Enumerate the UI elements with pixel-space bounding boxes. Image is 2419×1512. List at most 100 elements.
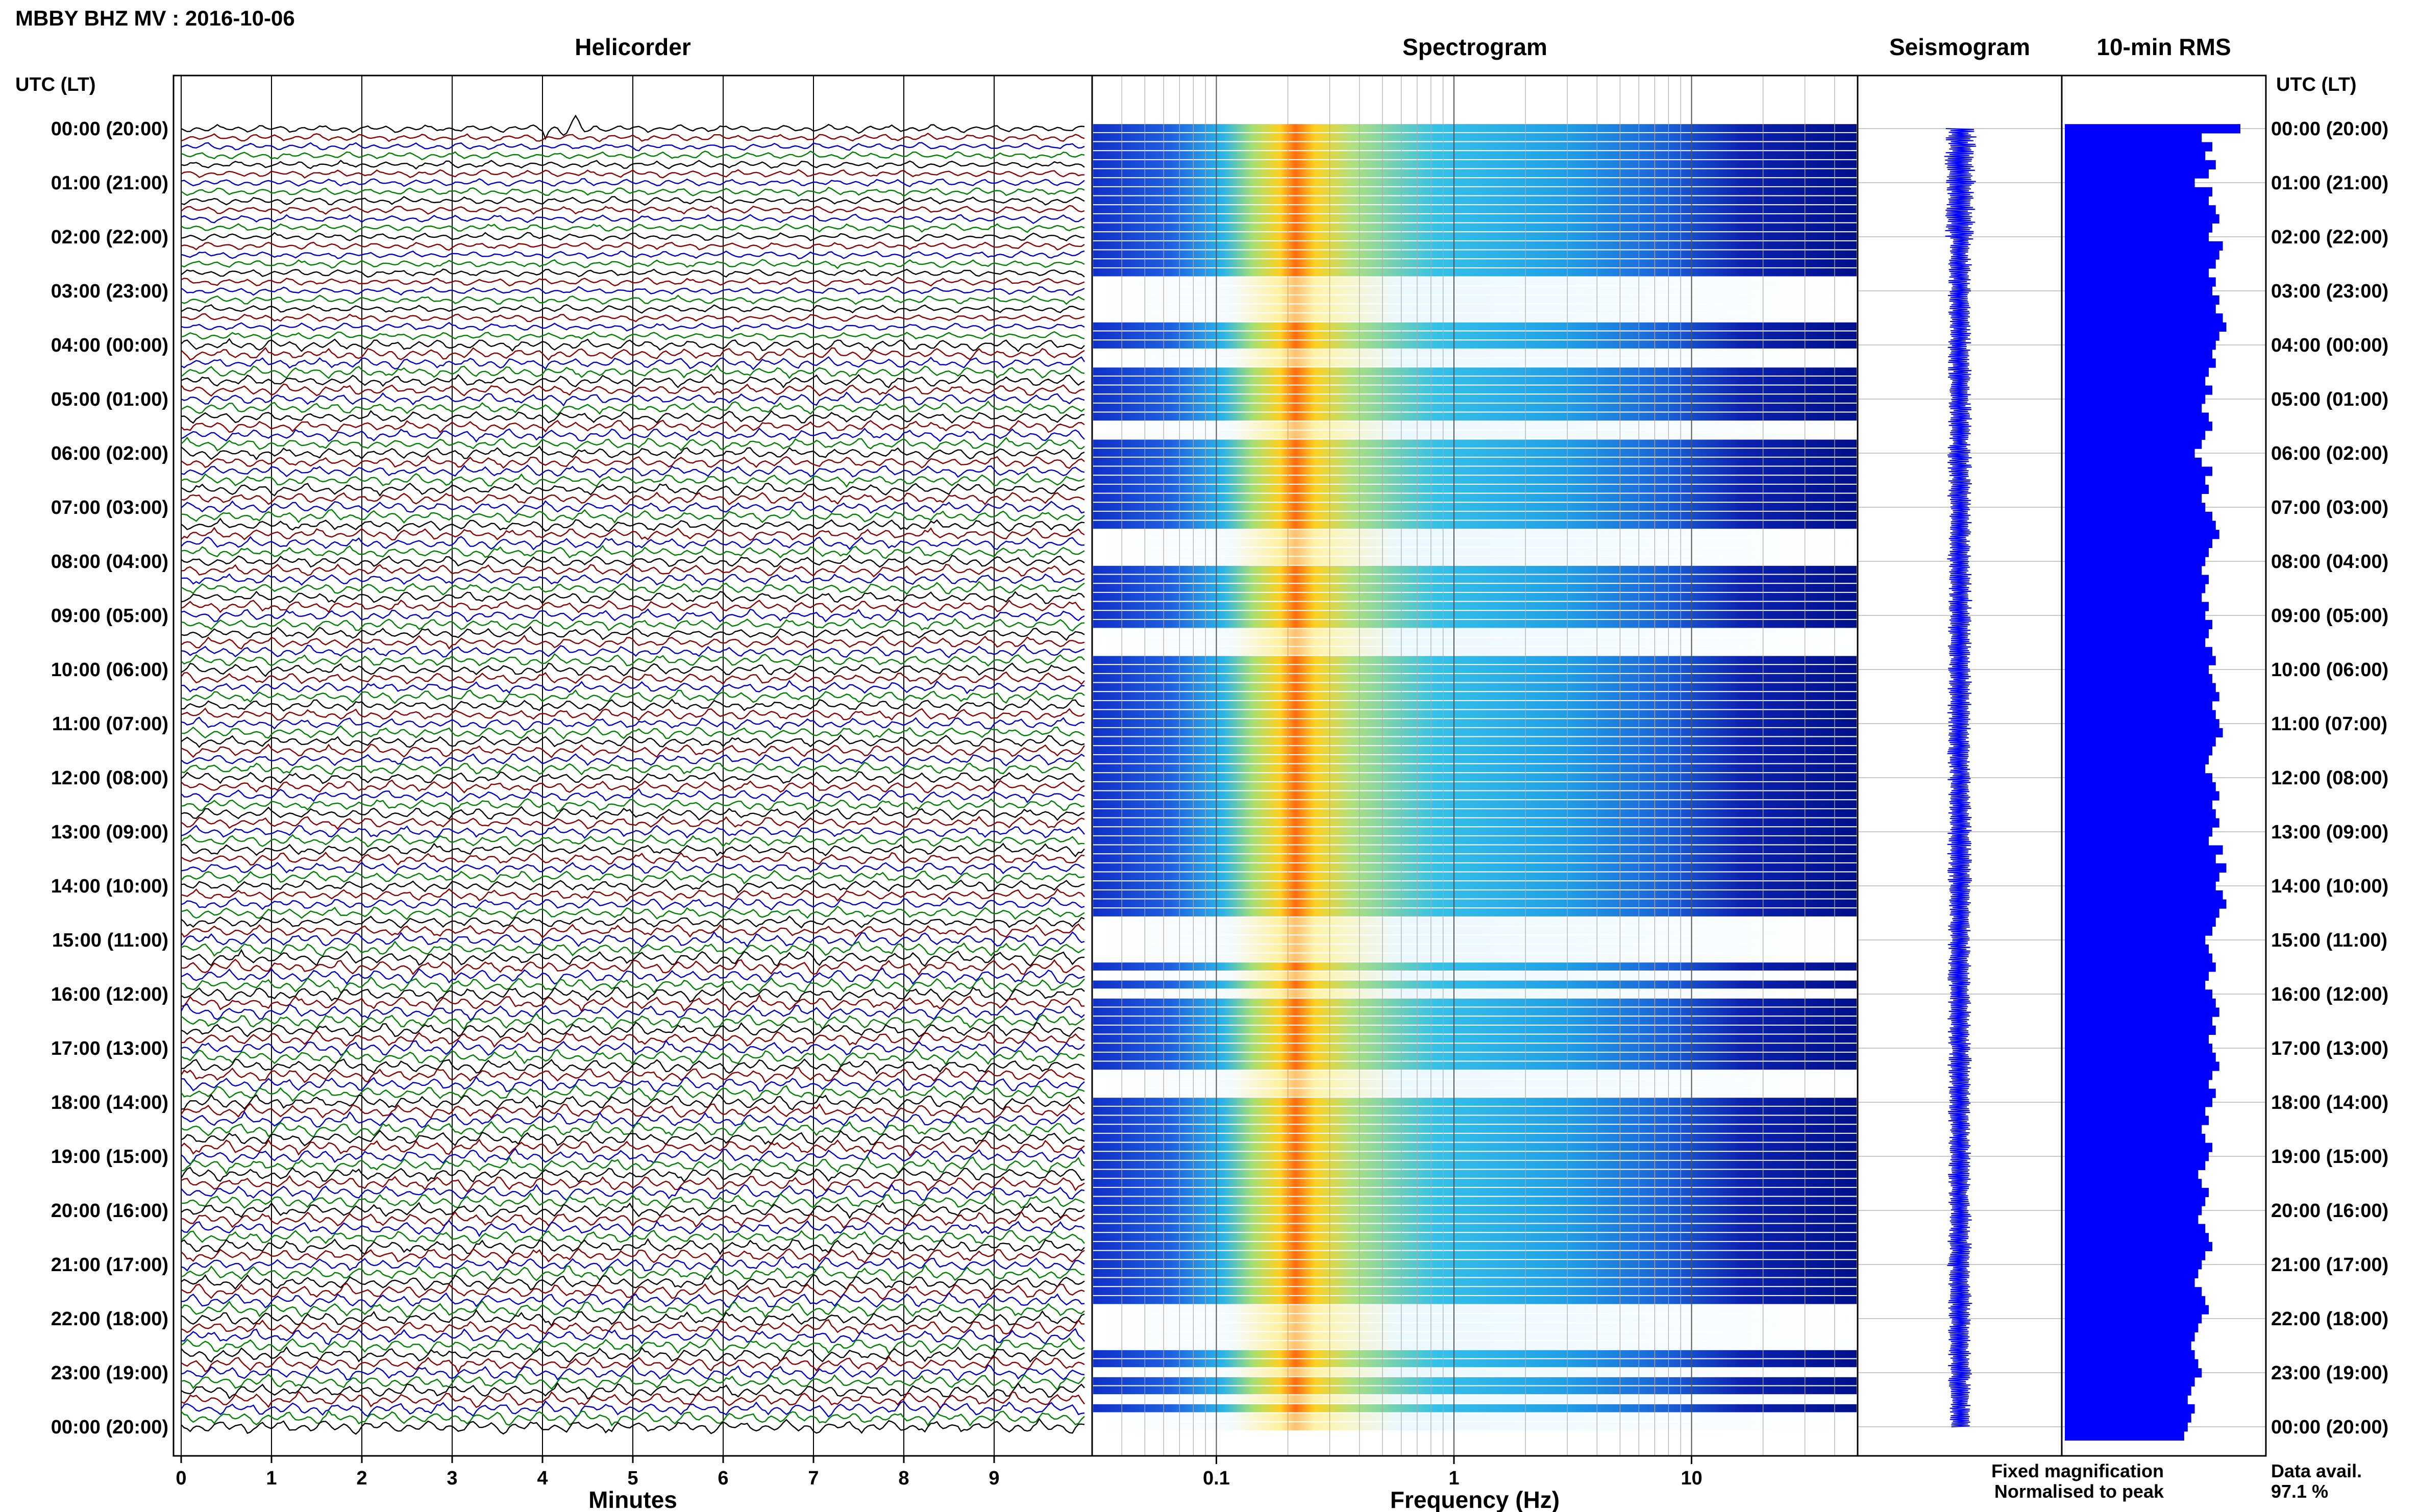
rms-bar bbox=[2065, 133, 2202, 142]
rms-bar bbox=[2065, 592, 2202, 602]
spectrogram-row bbox=[1093, 493, 1857, 502]
helicorder-trace bbox=[181, 618, 1085, 632]
spectrogram-row bbox=[1093, 719, 1857, 727]
rms-bar bbox=[2065, 1098, 2212, 1107]
rms-bar bbox=[2065, 349, 2212, 359]
spectrogram-row bbox=[1093, 1368, 1857, 1376]
spectrogram-row bbox=[1093, 376, 1857, 385]
time-label-right: 11:00 (07:00) bbox=[2271, 713, 2387, 735]
rms-panel bbox=[2061, 75, 2267, 1457]
spectrogram-row bbox=[1093, 1007, 1857, 1016]
rms-bar bbox=[2065, 286, 2212, 296]
rms-bars bbox=[2065, 124, 2240, 1441]
spectrogram-row bbox=[1093, 484, 1857, 493]
spectrogram-row bbox=[1093, 746, 1857, 754]
spectrogram-row bbox=[1093, 1170, 1857, 1178]
helicorder-trace bbox=[181, 241, 1085, 251]
spectrogram-row bbox=[1093, 268, 1857, 277]
rms-bar bbox=[2065, 1160, 2206, 1170]
time-label-right: 21:00 (17:00) bbox=[2271, 1254, 2388, 1276]
rms-bar bbox=[2065, 1061, 2219, 1071]
spectrogram-row bbox=[1093, 962, 1857, 971]
spectrogram-row bbox=[1093, 1395, 1857, 1403]
time-label-left: 03:00 (23:00) bbox=[51, 281, 168, 302]
spectrogram-row bbox=[1093, 422, 1857, 430]
helicorder-trace bbox=[181, 599, 1085, 613]
helicorder-trace bbox=[181, 753, 1085, 767]
spectrogram-row bbox=[1093, 656, 1857, 664]
spectrogram-row bbox=[1093, 602, 1857, 610]
helicorder-trace bbox=[181, 573, 1085, 586]
spectrogram-row bbox=[1093, 223, 1857, 232]
helicorder-title: Helicorder bbox=[575, 34, 691, 60]
rms-bar bbox=[2065, 746, 2212, 756]
helicorder-trace bbox=[181, 517, 1085, 532]
helicorder-trace bbox=[181, 870, 1085, 885]
rms-bar bbox=[2065, 367, 2209, 377]
helicorder-trace bbox=[181, 986, 1085, 1003]
spectrogram-row bbox=[1093, 575, 1857, 583]
time-label-right: 18:00 (14:00) bbox=[2271, 1092, 2388, 1113]
spectrogram-row bbox=[1093, 1034, 1857, 1043]
rms-bar bbox=[2065, 520, 2216, 530]
rms-bar bbox=[2065, 809, 2216, 819]
rms-bar bbox=[2065, 1125, 2202, 1134]
spectrogram-row bbox=[1093, 530, 1857, 538]
helicorder-trace bbox=[181, 482, 1085, 497]
spectrogram-row bbox=[1093, 1413, 1857, 1422]
helicorder-x-tick-label: 0 bbox=[176, 1468, 186, 1489]
rms-bar bbox=[2065, 1116, 2209, 1125]
helicorder-x-tick-label: 6 bbox=[718, 1468, 728, 1489]
helicorder-trace bbox=[181, 232, 1085, 242]
rms-bar bbox=[2065, 565, 2202, 575]
spectrogram-row bbox=[1093, 647, 1857, 655]
spectrogram-row bbox=[1093, 1377, 1857, 1385]
helicorder-trace bbox=[181, 852, 1085, 866]
helicorder-trace bbox=[181, 1175, 1085, 1193]
spectrogram-row bbox=[1093, 1287, 1857, 1295]
helicorder-x-tick-label: 1 bbox=[266, 1468, 277, 1489]
rms-bar bbox=[2065, 1278, 2195, 1287]
rms-bar bbox=[2065, 899, 2227, 909]
spectrogram-row bbox=[1093, 692, 1857, 700]
rms-bar bbox=[2065, 1071, 2212, 1080]
spectrogram-row bbox=[1093, 1269, 1857, 1277]
rms-bar bbox=[2065, 1422, 2188, 1432]
rms-bar bbox=[2065, 728, 2223, 737]
rms-bar bbox=[2065, 241, 2223, 251]
spectrogram-row bbox=[1093, 457, 1857, 466]
rms-bar bbox=[2065, 854, 2216, 864]
time-label-left: 06:00 (02:00) bbox=[51, 443, 168, 464]
spectrogram-row bbox=[1093, 1061, 1857, 1070]
helicorder-trace bbox=[181, 500, 1085, 515]
time-label-right: 19:00 (15:00) bbox=[2271, 1146, 2388, 1168]
spectrogram-row bbox=[1093, 124, 1857, 132]
rms-bar bbox=[2065, 1233, 2209, 1243]
time-label-right: 07:00 (03:00) bbox=[2271, 497, 2388, 518]
rms-bar bbox=[2065, 755, 2209, 764]
helicorder-trace bbox=[181, 186, 1085, 197]
spectrogram-grid bbox=[1092, 76, 1858, 1456]
helicorder-trace bbox=[181, 634, 1085, 650]
helicorder-trace bbox=[181, 689, 1085, 704]
helicorder-trace bbox=[181, 1076, 1085, 1093]
spectrogram-row bbox=[1093, 1278, 1857, 1286]
rms-bar bbox=[2065, 773, 2212, 783]
spectrogram-row bbox=[1093, 367, 1857, 376]
helicorder-trace bbox=[181, 680, 1085, 695]
spectrogram-row bbox=[1093, 160, 1857, 168]
seismogram-trace bbox=[1944, 128, 1977, 1427]
spectrogram-row bbox=[1093, 403, 1857, 412]
time-label-right: 06:00 (02:00) bbox=[2271, 443, 2388, 464]
spectrogram-row bbox=[1093, 845, 1857, 854]
spectrogram-row bbox=[1093, 1098, 1857, 1106]
spectrogram-row bbox=[1093, 890, 1857, 899]
time-label-right: 08:00 (04:00) bbox=[2271, 551, 2388, 573]
rms-bar bbox=[2065, 205, 2216, 215]
helicorder-trace bbox=[181, 196, 1085, 206]
spectrogram-row bbox=[1093, 313, 1857, 321]
rms-bar bbox=[2065, 1197, 2206, 1206]
time-label-right: 01:00 (21:00) bbox=[2271, 172, 2388, 194]
time-label-right: 03:00 (23:00) bbox=[2271, 281, 2388, 302]
spectrogram-row bbox=[1093, 998, 1857, 1007]
